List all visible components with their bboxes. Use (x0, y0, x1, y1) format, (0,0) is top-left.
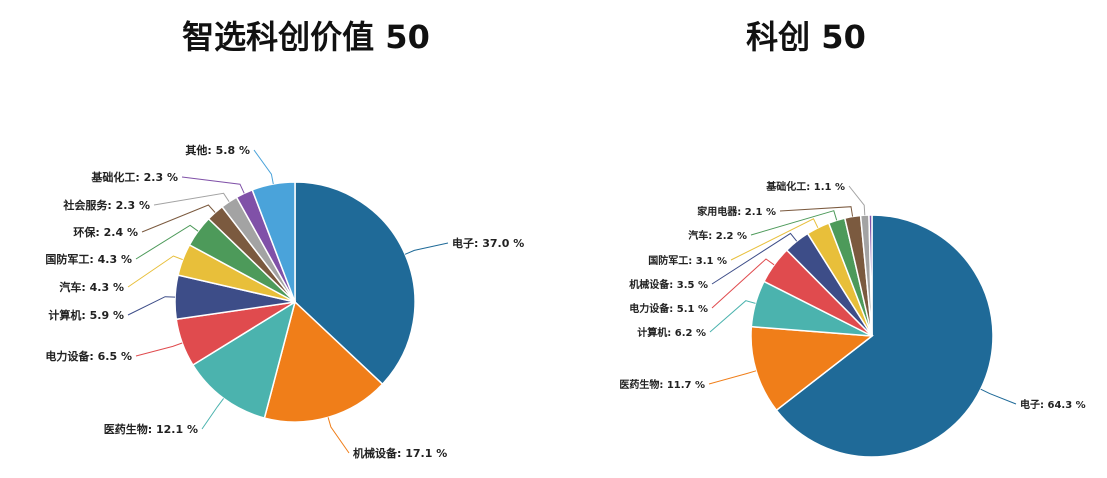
chart2-pie: 电子: 64.3 % 医药生物: 11.7 % 计算机: 6.2 % 电力设备: 5.… (619, 180, 1086, 458)
chart1-label-7: 环保: 2.4 % (73, 225, 138, 239)
chart1-leader-8 (153, 192, 230, 206)
chart2-label-5: 国防军工: 3.1 % (648, 254, 727, 267)
chart2-leader-1 (708, 370, 757, 385)
chart2-leader-0 (980, 388, 1017, 405)
chart1-label-6: 国防军工: 4.3 % (45, 252, 132, 266)
chart2-label-4: 机械设备: 3.5 % (629, 278, 708, 291)
chart2-label-7: 家用电器: 2.1 % (697, 205, 776, 218)
chart2-label-1: 医药生物: 11.7 % (619, 378, 705, 391)
chart1-leader-7 (141, 204, 216, 233)
chart1-leader-0 (404, 242, 449, 255)
chart1-pie: 电子: 37.0 % 机械设备: 17.1 % 医药生物: 12.1 % 电力设备: … (45, 143, 524, 460)
chart1-leader-6 (135, 224, 199, 260)
chart1-leader-4 (127, 296, 176, 316)
chart1-label-0: 电子: 37.0 % (452, 236, 524, 250)
chart1-label-8: 社会服务: 2.3 % (62, 198, 150, 212)
chart1-label-10: 其他: 5.8 % (185, 143, 250, 157)
chart2-leader-4 (711, 232, 798, 285)
chart1-slice-1 (263, 300, 384, 423)
chart1-label-9: 基础化工: 2.3 % (90, 170, 178, 184)
chart1-label-3: 电力设备: 6.5 % (45, 349, 132, 363)
chart2-leader-7 (779, 206, 854, 217)
chart2-label-0: 电子: 64.3 % (1020, 398, 1086, 411)
chart2-leader-6 (750, 210, 838, 236)
chart1-label-5: 汽车: 4.3 % (59, 280, 124, 294)
chart2-label-6: 汽车: 2.2 % (688, 229, 747, 242)
chart1-title: 智选科创价值 50 (182, 18, 430, 56)
chart1-label-1: 机械设备: 17.1 % (353, 446, 447, 460)
chart2-leader-3 (711, 258, 775, 309)
chart1-leader-9 (181, 176, 245, 194)
chart1-slice-0 (294, 181, 416, 386)
chart1-slice-10 (251, 181, 296, 303)
chart2-title: 科创 50 (746, 18, 866, 56)
chart2-leader-5 (730, 218, 819, 261)
chart2-slice-9 (868, 214, 873, 337)
chart2-leader-8 (848, 185, 866, 216)
chart1-leader-3 (135, 342, 183, 357)
chart2-slice-0 (775, 214, 994, 458)
chart1-label-4: 计算机: 5.9 % (48, 308, 124, 322)
chart2-label-3: 电力设备: 5.1 % (629, 302, 708, 315)
chart1-leader-10 (253, 149, 274, 185)
chart2-label-8: 基础化工: 1.1 % (765, 180, 845, 193)
chart1-leader-2 (201, 398, 225, 430)
chart1-leader-5 (127, 255, 183, 288)
chart1-label-2: 医药生物: 12.1 % (104, 422, 198, 436)
chart2-leader-2 (709, 300, 756, 333)
chart2-label-2: 计算机: 6.2 % (637, 326, 706, 339)
chart2-slice-1 (750, 325, 874, 412)
chart1-leader-1 (327, 417, 350, 454)
